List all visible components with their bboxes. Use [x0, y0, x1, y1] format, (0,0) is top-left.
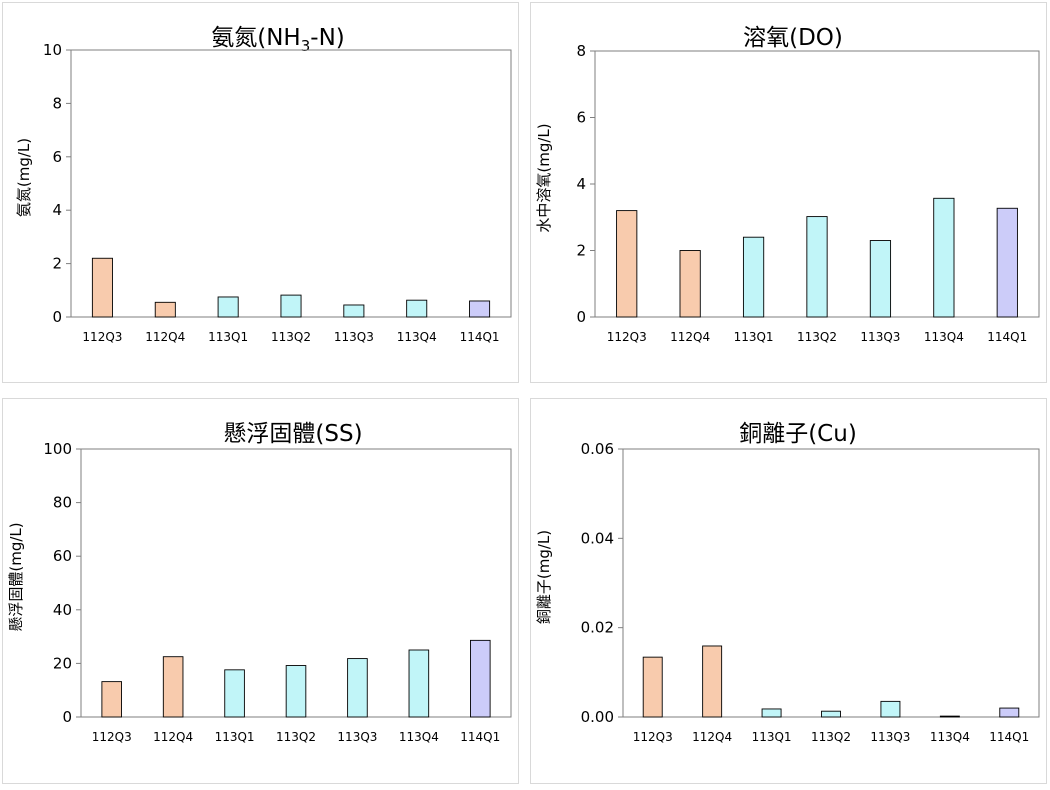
- bar-112Q3: [642, 656, 663, 718]
- bar-113Q3: [343, 304, 365, 318]
- chart-title: 溶氧(DO): [743, 25, 843, 51]
- y-tick-label: 10: [43, 41, 62, 59]
- x-tick-label: 113Q2: [276, 730, 316, 744]
- y-axis-label: 水中溶氧(mg/L): [535, 123, 553, 232]
- bar-113Q1: [742, 236, 765, 318]
- plot-area: [70, 49, 512, 318]
- x-tick-label: 113Q3: [337, 730, 377, 744]
- bar-114Q1: [999, 707, 1020, 718]
- y-tick-label: 40: [53, 601, 72, 619]
- x-tick-label: 113Q1: [215, 730, 255, 744]
- y-tick-label: 20: [53, 654, 72, 672]
- bar-114Q1: [996, 207, 1018, 318]
- x-tick-label: 113Q1: [734, 330, 774, 344]
- y-tick-label: 8: [576, 42, 586, 60]
- y-tick-label: 0.04: [581, 529, 614, 547]
- x-tick-label: 113Q4: [399, 730, 439, 744]
- chart-dissolved-oxygen: 溶氧(DO) 0 2 4 6 8 水中溶氧(mg/L) 112Q3 112Q4 113Q1 113…: [535, 25, 1040, 344]
- y-axis-label: 銅離子(mg/L): [535, 530, 553, 624]
- x-tick-label: 113Q3: [334, 330, 374, 344]
- bar-112Q3: [101, 681, 122, 718]
- bar-113Q4: [939, 715, 960, 718]
- x-tick-label: 113Q2: [271, 330, 311, 344]
- bar-113Q2: [806, 216, 828, 318]
- chart-title: 銅離子(Cu): [739, 421, 857, 447]
- x-tick-label: 112Q3: [607, 330, 647, 344]
- bar-113Q1: [224, 669, 245, 718]
- y-tick-label: 2: [576, 242, 586, 260]
- x-tick-label: 112Q4: [692, 730, 732, 744]
- bar-113Q4: [933, 197, 955, 318]
- bar-112Q3: [616, 210, 638, 318]
- x-tick-label: 113Q2: [797, 330, 837, 344]
- y-tick-label: 0.02: [581, 619, 614, 637]
- bar-112Q4: [154, 301, 176, 318]
- bar-113Q1: [761, 708, 782, 718]
- x-tick-label: 114Q1: [460, 330, 500, 344]
- y-tick-label: 8: [52, 94, 62, 112]
- y-tick-label: 6: [576, 109, 586, 127]
- x-tick-label: 113Q1: [752, 730, 792, 744]
- bar-113Q1: [217, 296, 239, 318]
- chart-panel-copper-ion: 銅離子(Cu) 0.00 0.02 0.04 0.06 銅離子(mg/L) 112Q3 11…: [530, 398, 1047, 784]
- bar-113Q2: [821, 710, 841, 718]
- bar-112Q4: [162, 656, 184, 718]
- y-tick-label: 0.00: [581, 708, 614, 726]
- bar-112Q4: [679, 250, 701, 318]
- bar-113Q2: [285, 665, 307, 718]
- y-tick-label: 0: [62, 708, 72, 726]
- x-tick-label: 113Q3: [870, 730, 910, 744]
- x-tick-label: 113Q1: [208, 330, 248, 344]
- bar-113Q3: [347, 658, 368, 718]
- bar-113Q3: [880, 700, 901, 718]
- chart-panel-suspended-solids: 懸浮固體(SS) 0 20 40 60 80 100 懸浮固體(mg/L) 112Q3 112Q…: [2, 398, 519, 784]
- chart-panel-ammonia: 氨氮(NH3-N) 0 2 4 6 8 10 氨氮(mg/L) 112Q3 112Q4 113Q1…: [2, 2, 519, 383]
- x-tick-label: 114Q1: [989, 730, 1029, 744]
- y-tick-label: 6: [52, 148, 62, 166]
- chart-title: 氨氮(NH3-N): [211, 25, 345, 55]
- x-tick-label: 113Q4: [930, 730, 970, 744]
- y-tick-label: 80: [53, 494, 72, 512]
- x-tick-label: 113Q2: [811, 730, 851, 744]
- y-tick-label: 60: [53, 547, 72, 565]
- bar-113Q4: [408, 649, 430, 718]
- bar-113Q3: [869, 240, 892, 318]
- x-tick-label: 113Q3: [860, 330, 900, 344]
- bar-113Q4: [406, 299, 428, 318]
- x-tick-label: 113Q4: [397, 330, 437, 344]
- x-tick-label: 112Q3: [92, 730, 132, 744]
- bar-112Q3: [91, 257, 113, 318]
- y-tick-label: 4: [52, 201, 62, 219]
- x-tick-label: 112Q4: [145, 330, 185, 344]
- y-tick-label: 0: [576, 308, 586, 326]
- x-tick-label: 112Q3: [633, 730, 673, 744]
- y-tick-label: 2: [52, 255, 62, 273]
- x-tick-label: 112Q4: [670, 330, 710, 344]
- chart-panel-dissolved-oxygen: 溶氧(DO) 0 2 4 6 8 水中溶氧(mg/L) 112Q3 112Q4 113Q1 113…: [530, 2, 1047, 383]
- chart-copper-ion: 銅離子(Cu) 0.00 0.02 0.04 0.06 銅離子(mg/L) 112Q3 11…: [535, 421, 1040, 744]
- y-tick-label: 0: [52, 308, 62, 326]
- y-tick-label: 100: [43, 440, 72, 458]
- y-tick-label: 4: [576, 175, 586, 193]
- x-tick-label: 112Q4: [153, 730, 193, 744]
- x-tick-label: 113Q4: [924, 330, 964, 344]
- bar-114Q1: [469, 300, 491, 318]
- plot-area: [622, 448, 1040, 718]
- y-tick-label: 0.06: [581, 440, 614, 458]
- x-tick-label: 114Q1: [987, 330, 1027, 344]
- chart-title: 懸浮固體(SS): [223, 421, 362, 447]
- bar-114Q1: [470, 639, 491, 718]
- chart-ammonia: 氨氮(NH3-N) 0 2 4 6 8 10 氨氮(mg/L) 112Q3 112Q4 113Q1…: [15, 25, 512, 344]
- bar-112Q4: [702, 645, 723, 718]
- x-tick-label: 114Q1: [460, 730, 500, 744]
- bar-113Q2: [280, 294, 302, 318]
- x-tick-label: 112Q3: [82, 330, 122, 344]
- y-axis-label: 氨氮(mg/L): [15, 138, 33, 217]
- y-axis-label: 懸浮固體(mg/L): [7, 522, 25, 631]
- chart-suspended-solids: 懸浮固體(SS) 0 20 40 60 80 100 懸浮固體(mg/L) 112Q3 112Q…: [7, 421, 512, 744]
